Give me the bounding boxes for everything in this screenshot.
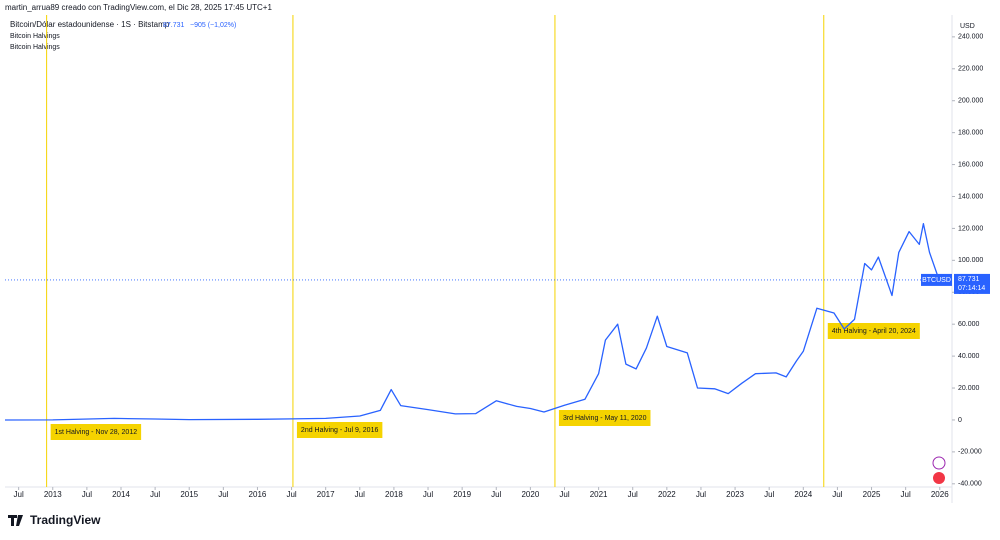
- halving-label-box: [558, 410, 651, 426]
- icon: [932, 456, 946, 470]
- x-tick-label: Jul: [628, 490, 638, 499]
- x-tick-label: Jul: [286, 490, 296, 499]
- y-tick-label: 160.000: [958, 161, 983, 168]
- x-tick-label: 2026: [931, 490, 949, 499]
- halving-label-text: 4th Halving - April 20, 2024: [832, 328, 916, 335]
- y-tick-label: 180.000: [958, 129, 983, 136]
- y-tick-label: -20.000: [958, 449, 982, 456]
- x-tick-label: Jul: [491, 490, 501, 499]
- halving-label-box: [50, 424, 142, 440]
- indicator: Bitcoin Halvings: [10, 33, 60, 40]
- y-tick-label: 60.000: [958, 321, 980, 328]
- halving-label: 2nd Halving - Jul 9, 2016: [296, 422, 383, 438]
- x-tick-label: Jul: [14, 490, 24, 499]
- x-tick-label: 2021: [590, 490, 608, 499]
- logo-text: TradingView: [30, 513, 101, 527]
- x-tick-label: 2014: [112, 490, 130, 499]
- x-tick-label: Jul: [764, 490, 774, 499]
- x-tick-label: 2022: [658, 490, 676, 499]
- y-tick-label: -40.000: [958, 481, 982, 488]
- icons: [932, 456, 946, 484]
- header-price: 87.731: [163, 22, 185, 29]
- x-tick-label: 2025: [863, 490, 881, 499]
- x-tick-label: Jul: [696, 490, 706, 499]
- halving-label-text: 1st Halving - Nov 28, 2012: [55, 429, 138, 436]
- x-tick-label: Jul: [901, 490, 911, 499]
- y-tick-label: 100.000: [958, 257, 983, 264]
- y-tick-label: 200.000: [958, 98, 983, 105]
- halving-label-box: [296, 422, 383, 438]
- halving-label: 1st Halving - Nov 28, 2012: [50, 424, 142, 440]
- symbol-badge: [921, 273, 952, 286]
- icon: [933, 472, 945, 484]
- symbol: Bitcoin/Dólar estadounidense · 1S · Bits…: [10, 20, 170, 29]
- halving-label-text: 2nd Halving - Jul 9, 2016: [301, 427, 379, 434]
- x-tick-label: 2023: [726, 490, 744, 499]
- currency: USD: [960, 23, 975, 30]
- x-tick-label: Jul: [559, 490, 569, 499]
- countdown: 07:14:14: [958, 285, 985, 292]
- halving-label-box: [827, 323, 920, 339]
- x-tick-label: 2017: [317, 490, 335, 499]
- halving-label-text: 3rd Halving - May 11, 2020: [563, 415, 647, 422]
- halving-label: 3rd Halving - May 11, 2020: [558, 410, 651, 426]
- x-tick-label: Jul: [218, 490, 228, 499]
- x-tick-label: 2018: [385, 490, 403, 499]
- y-tick-label: 240.000: [958, 34, 983, 41]
- x-tick-label: 2013: [44, 490, 62, 499]
- x-tick-label: 2020: [521, 490, 539, 499]
- price-line: [4, 222, 940, 421]
- x-tick-label: 2019: [453, 490, 471, 499]
- y-tick-label: 20.000: [958, 385, 980, 392]
- x-tick-label: 2024: [794, 490, 812, 499]
- header-change: −905 (−1,02%): [190, 22, 236, 29]
- x-tick-label: 2016: [249, 490, 267, 499]
- halving-label: 4th Halving - April 20, 2024: [827, 323, 920, 339]
- logo-mark: [8, 515, 23, 526]
- y-tick-label: 120.000: [958, 225, 983, 232]
- y-tick-label: 140.000: [958, 193, 983, 200]
- x-tick-label: 2015: [180, 490, 198, 499]
- y-tick-label: 40.000: [958, 353, 980, 360]
- attribution: martin_arrua89 creado con TradingView.co…: [5, 3, 272, 12]
- y-tick-label: 220.000: [958, 66, 983, 73]
- x-tick-label: Jul: [423, 490, 433, 499]
- x-tick-label: Jul: [832, 490, 842, 499]
- y-tick-label: 0: [958, 417, 962, 424]
- indicator: Bitcoin Halvings: [10, 44, 60, 51]
- x-tick-label: Jul: [355, 490, 365, 499]
- symbol-badge-text: BTCUSD: [922, 277, 951, 284]
- price-badge-text: 87.731: [958, 276, 980, 283]
- price-badge: [954, 273, 990, 294]
- x-tick-label: Jul: [82, 490, 92, 499]
- x-tick-label: Jul: [150, 490, 160, 499]
- logo: TradingView: [8, 513, 101, 527]
